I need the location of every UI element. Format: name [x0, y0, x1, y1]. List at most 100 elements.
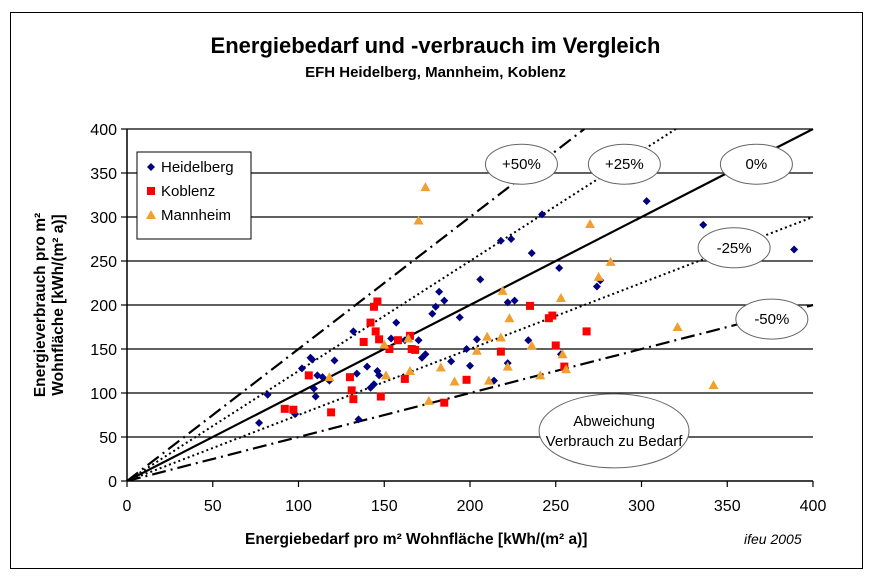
data-point-heidelberg-19: [375, 371, 384, 380]
data-point-heidelberg-40: [503, 298, 512, 307]
data-point-koblenz-12: [375, 335, 384, 344]
reference-lines: [127, 129, 814, 481]
data-point-mannheim-1: [379, 339, 390, 349]
data-point-mannheim-18: [535, 370, 546, 380]
data-point-heidelberg-7: [311, 392, 320, 401]
data-point-heidelberg-31: [447, 357, 456, 366]
data-point-heidelberg-14: [354, 415, 363, 424]
data-point-heidelberg-52: [790, 245, 799, 254]
data-point-mannheim-4: [404, 366, 415, 375]
data-point-koblenz-5: [347, 386, 356, 395]
bubble-minus25pct: -25%: [697, 227, 771, 269]
data-point-heidelberg-12: [349, 327, 358, 336]
legend-marker-mannheim: [146, 210, 156, 219]
reference-line-labels: +50% +25% 0% -25% -50% Abweichung Verbrauch zu…: [484, 143, 809, 469]
data-point-koblenz-16: [400, 374, 409, 383]
y-tick-label-300: 300: [90, 210, 117, 227]
data-point-koblenz-14: [385, 345, 394, 353]
data-point-koblenz-13: [376, 392, 385, 401]
reference-line-plus50pct: [127, 129, 586, 481]
data-point-heidelberg-28: [431, 302, 440, 311]
data-point-koblenz-28: [582, 327, 591, 336]
chart-title: Energiebedarf und -verbrauch im Vergleic…: [210, 33, 661, 58]
legend-marker-koblenz: [147, 187, 155, 195]
data-point-mannheim-24: [605, 256, 616, 266]
series-heidelberg: [255, 197, 799, 427]
annotation-bubble: Abweichung Verbrauch zu Bedarf: [538, 393, 690, 469]
data-point-heidelberg-41: [507, 235, 516, 243]
data-point-mannheim-23: [593, 271, 604, 281]
data-point-heidelberg-32: [455, 313, 464, 322]
data-point-koblenz-15: [393, 336, 402, 345]
bubble-ellipse-plus25pct: [587, 143, 661, 185]
annotation-line1: Abweichung: [573, 413, 655, 430]
x-tick-label-150: 150: [371, 498, 398, 515]
data-point-koblenz-26: [551, 341, 560, 350]
data-point-mannheim-14: [497, 285, 508, 295]
data-point-heidelberg-48: [592, 282, 601, 291]
x-tick-label-0: 0: [123, 498, 132, 515]
data-point-heidelberg-9: [318, 373, 327, 382]
bubble-ellipse-minus25pct: [697, 227, 771, 269]
data-point-heidelberg-1: [263, 390, 272, 399]
data-point-koblenz-11: [373, 297, 382, 306]
data-point-mannheim-3: [403, 333, 414, 343]
chart-subtitle: EFH Heidelberg, Mannheim, Koblenz: [305, 64, 566, 81]
bubble-plus50pct: +50%: [484, 143, 558, 185]
bubble-minus50pct: -50%: [735, 298, 809, 340]
data-point-mannheim-16: [504, 313, 515, 323]
data-point-mannheim-21: [561, 364, 572, 374]
x-tick-label-200: 200: [457, 498, 484, 515]
data-point-koblenz-2: [304, 371, 313, 380]
legend-label-koblenz: Koblenz: [161, 183, 215, 200]
data-point-mannheim-15: [502, 361, 513, 371]
data-point-heidelberg-5: [308, 355, 317, 364]
data-point-koblenz-8: [366, 318, 375, 327]
bubble-plus25pct: +25%: [587, 143, 661, 185]
legend-box: [136, 151, 252, 240]
bubble-label-minus50pct: -50%: [754, 311, 789, 328]
data-point-koblenz-7: [359, 337, 368, 346]
data-point-heidelberg-13: [352, 369, 361, 378]
y-tick-label-50: 50: [99, 430, 117, 447]
bubble-label-plus25pct: +25%: [605, 156, 644, 173]
x-tick-label-300: 300: [628, 498, 655, 515]
data-point-heidelberg-35: [472, 335, 481, 344]
data-point-koblenz-1: [289, 405, 298, 414]
data-point-heidelberg-29: [435, 287, 444, 296]
data-point-koblenz-23: [526, 301, 535, 310]
data-point-mannheim-10: [471, 345, 482, 355]
data-point-heidelberg-50: [642, 197, 651, 206]
legend: Heidelberg Koblenz Mannheim: [136, 151, 252, 240]
y-tick-label-400: 400: [90, 122, 117, 139]
data-point-koblenz-10: [371, 327, 380, 336]
data-point-heidelberg-11: [330, 356, 339, 365]
data-point-koblenz-6: [349, 395, 358, 404]
x-tick-label-400: 400: [800, 498, 827, 515]
data-point-mannheim-5: [413, 215, 424, 225]
data-point-heidelberg-36: [476, 275, 485, 284]
data-point-heidelberg-27: [428, 309, 437, 318]
y-tick-label-100: 100: [90, 386, 117, 403]
data-point-mannheim-19: [555, 292, 566, 302]
axes: 0 50 100 150 200 250 300 350 400 0 50 100 150 200 250 3…: [90, 122, 826, 515]
data-point-mannheim-17: [526, 340, 537, 350]
data-point-heidelberg-38: [496, 236, 505, 245]
data-point-koblenz-3: [327, 408, 336, 417]
data-point-koblenz-17: [405, 331, 414, 340]
data-point-heidelberg-17: [369, 380, 378, 389]
bubble-0pct: 0%: [719, 143, 793, 185]
x-tick-label-250: 250: [542, 498, 569, 515]
data-point-heidelberg-21: [392, 318, 401, 327]
data-point-heidelberg-34: [466, 361, 474, 370]
bubble-ellipse-0pct: [719, 143, 793, 185]
data-point-heidelberg-42: [510, 296, 519, 305]
data-point-koblenz-21: [462, 375, 471, 384]
data-point-heidelberg-24: [414, 336, 423, 345]
data-point-heidelberg-15: [363, 362, 372, 371]
data-point-heidelberg-3: [297, 364, 306, 373]
data-point-koblenz-25: [548, 311, 557, 320]
bubble-label-0pct: 0%: [746, 156, 768, 173]
reference-line-plus25pct: [127, 129, 677, 481]
